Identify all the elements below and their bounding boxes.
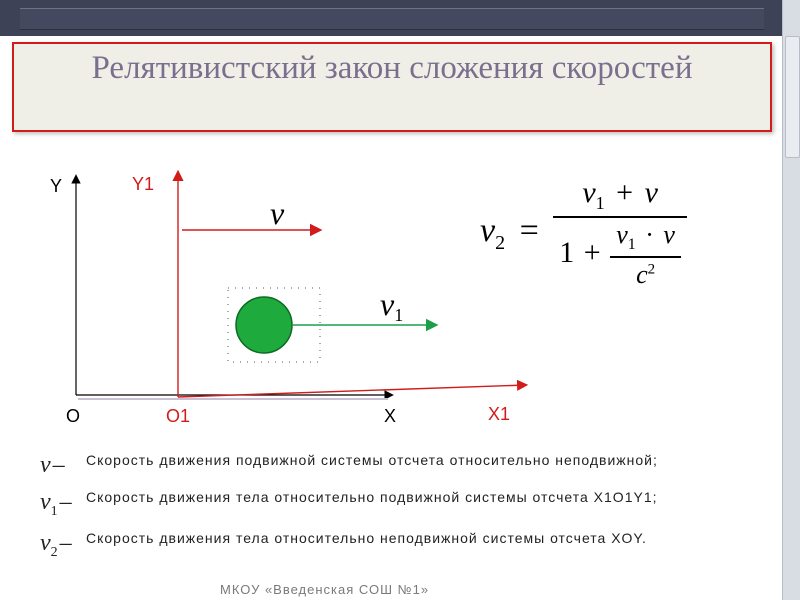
legend-text-v2: Скорость движения тела относительно непо… xyxy=(86,530,760,546)
label-Y1: Y1 xyxy=(132,174,154,194)
legend-sym-v2: v2– xyxy=(40,530,86,561)
label-v: v xyxy=(270,195,285,231)
scrollbar-thumb[interactable] xyxy=(785,36,800,158)
velocity-addition-formula: v2 = v1 + v 1 + v1 · v c2 xyxy=(480,176,687,290)
label-Y: Y xyxy=(50,176,62,196)
slide-title-box: Релятивистский закон сложения скоростей xyxy=(12,42,772,132)
label-O: O xyxy=(66,406,80,426)
label-X1: X1 xyxy=(488,404,510,424)
moving-body-ball xyxy=(236,297,292,353)
formula-lhs: v2 xyxy=(480,212,514,249)
formula-main-fraction: v1 + v 1 + v1 · v c2 xyxy=(553,176,687,290)
topbar-inner-strip xyxy=(20,8,764,30)
legend-sym-v: v– xyxy=(40,452,86,479)
formula-numerator: v1 + v xyxy=(553,176,687,216)
legend-text-v1: Скорость движения тела относительно подв… xyxy=(86,489,760,505)
legend-text-v: Скорость движения подвижной системы отсч… xyxy=(86,452,760,468)
label-v1: v1 xyxy=(380,286,403,325)
legend-row-v: v– Скорость движения подвижной системы о… xyxy=(40,452,760,479)
formula-equals: = xyxy=(514,212,545,249)
legend-row-v2: v2– Скорость движения тела относительно … xyxy=(40,530,760,561)
vertical-scrollbar[interactable] xyxy=(782,0,800,600)
legend-row-v1: v1– Скорость движения тела относительно … xyxy=(40,489,760,520)
reference-frames-diagram: Y Y1 O O1 X X1 v v1 xyxy=(36,170,536,430)
app-topbar xyxy=(0,0,800,36)
formula-denominator: 1 + v1 · v c2 xyxy=(553,216,687,290)
symbol-legend: v– Скорость движения подвижной системы о… xyxy=(40,452,760,561)
legend-sym-v1: v1– xyxy=(40,489,86,520)
label-X: X xyxy=(384,406,396,426)
diagram-svg: Y Y1 O O1 X X1 v v1 xyxy=(36,170,536,430)
slide-footer: МКОУ «Введенская СОШ №1» xyxy=(220,582,429,597)
slide-title: Релятивистский закон сложения скоростей xyxy=(14,44,770,88)
label-O1: O1 xyxy=(166,406,190,426)
